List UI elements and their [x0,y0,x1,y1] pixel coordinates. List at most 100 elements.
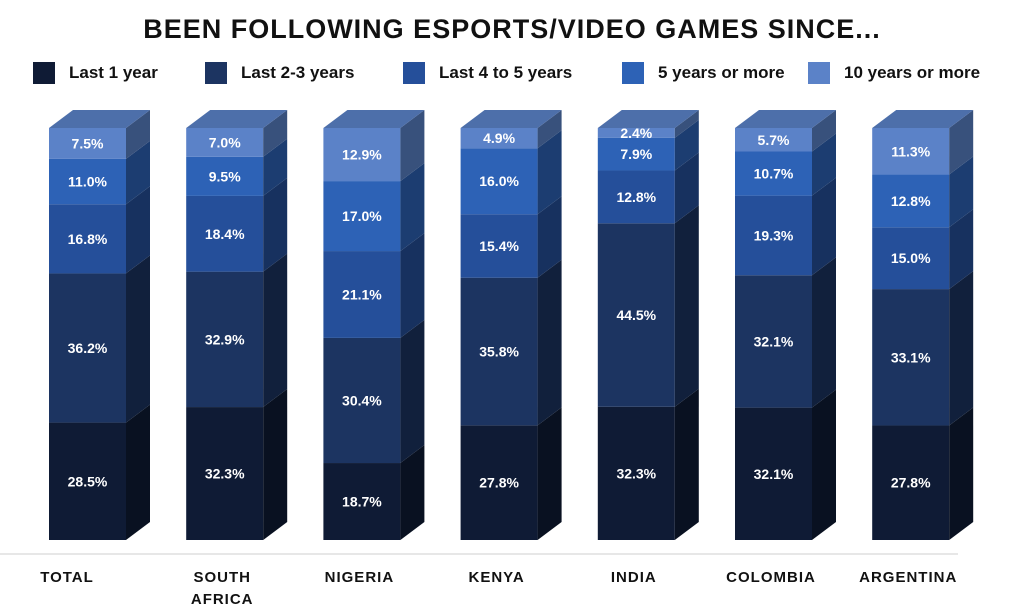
bar-segment [597,170,675,224]
bar-segment [597,223,675,407]
bar-segment [460,214,538,278]
x-tick-label: INDIA [611,569,657,586]
x-tick-label: TOTAL [40,569,94,586]
bar-segment [872,227,950,290]
x-tick-label: COLOMBIA [726,569,816,586]
data-label: 7.0% [209,134,241,150]
data-label: 15.4% [479,238,519,254]
bar-segment [460,425,538,540]
legend-swatch [808,62,830,84]
bar-segment-side [537,259,562,426]
data-label: 32.9% [205,331,245,347]
bar-segment [186,407,264,540]
bar-segment-side [400,110,425,182]
bar-segment-side [674,388,699,540]
data-label: 30.4% [342,392,382,408]
data-label: 7.5% [72,135,104,151]
bar-segment [49,204,126,274]
data-label: 10.7% [754,166,794,182]
bar-segment [735,128,812,152]
bar-segment-side [674,205,699,407]
bar-segment-side [400,319,425,464]
data-label: 35.8% [479,344,519,360]
bar-segment [323,181,401,252]
bar-segment [735,407,812,540]
legend-label: Last 4 to 5 years [439,63,573,82]
data-label: 32.3% [205,466,245,482]
data-label: 12.9% [342,147,382,163]
data-label: 27.8% [891,475,931,491]
legend-label: Last 2-3 years [241,63,355,82]
bar-segment [872,425,950,540]
data-label: 36.2% [68,340,108,356]
legend-item-last-1-year: Last 1 year [33,60,158,86]
bar-segment [49,422,126,540]
bar-segment [735,195,812,276]
bar-segment-side [263,138,288,196]
bar-segment-side [537,110,562,149]
bar-segment-side [949,110,974,175]
bar-segment-side [126,255,150,423]
legend-swatch [622,62,644,84]
data-label: 12.8% [616,189,656,205]
bar-segment-side [812,110,836,152]
bar-segment [872,128,950,175]
bar-segment-side [126,186,150,274]
data-label: 16.0% [479,173,519,189]
legend-label: Last 1 year [69,63,158,82]
bar-segment-side [812,389,836,540]
legend-label: 10 years or more [844,63,981,82]
bar-segment-side [812,133,836,196]
bar-segment-side [400,233,425,338]
bar-segment-side [263,110,288,157]
bar-top-face [186,110,288,128]
bar-segment-side [537,407,562,540]
bar-top-face [597,110,699,128]
data-label: 19.3% [754,227,794,243]
bar-segment-side [674,152,699,224]
bar-segment-side [126,110,150,159]
bar-segment [49,128,126,159]
bar-segment [323,251,401,338]
bar-segment [186,271,264,408]
data-label: 9.5% [209,168,241,184]
bar-segment [49,158,126,205]
x-tick-label: AFRICA [191,591,254,608]
data-label: 21.1% [342,286,382,302]
bar-top-face [872,110,974,128]
bar-segment-side [400,163,425,252]
bar-top-face [460,110,562,128]
x-tick-label: NIGERIA [325,569,395,586]
bar-segment [323,463,401,540]
bar-segment [186,156,264,196]
bar-segment [735,151,812,196]
data-label: 32.1% [754,466,794,482]
legend-item-10-years-or-more: 10 years or more [808,60,980,86]
bar-segment-side [126,404,150,540]
bar-segment-side [674,119,699,171]
legend-swatch [33,62,55,84]
data-label: 17.0% [342,208,382,224]
bar-segment [872,289,950,426]
x-tick-label: ARGENTINA [859,569,957,586]
bar-segment-side [400,445,425,540]
legend-item-last-2-3-years: Last 2-3 years [205,60,354,86]
data-label: 2.4% [620,125,652,141]
bar-segment [735,275,812,408]
bar-segment-side [949,407,974,540]
bar-segment [49,273,126,423]
bar-segment-side [812,177,836,276]
data-label: 5.7% [758,132,790,148]
data-label: 18.4% [205,226,245,242]
bar-segment [597,137,675,171]
bar-segment [597,128,675,138]
bar-segment [186,195,264,272]
bar-segment-side [263,253,288,408]
legend-item-5-years-or-more: 5 years or more [622,60,785,86]
bar-segment-side [674,110,699,138]
data-label: 12.8% [891,193,931,209]
bar-segment-side [263,177,288,272]
bar-segment-side [812,257,836,408]
legend-swatch [205,62,227,84]
